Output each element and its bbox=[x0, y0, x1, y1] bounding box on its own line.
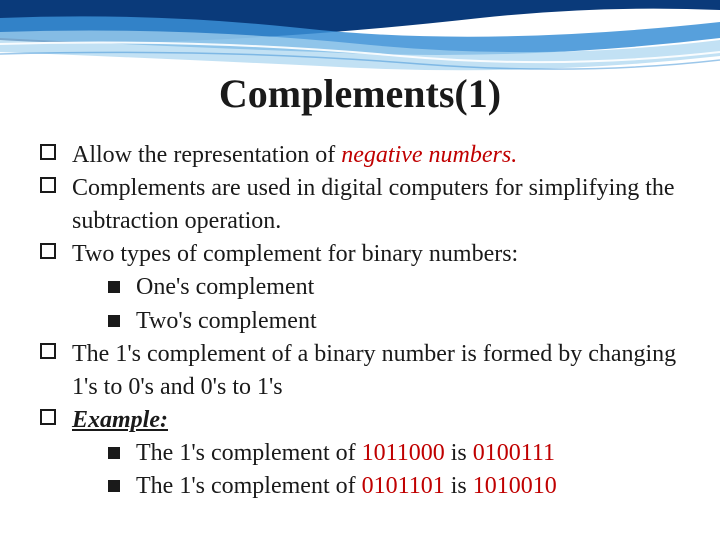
filled-square-bullet-icon bbox=[108, 281, 120, 293]
sub-bullet-item: One's complement bbox=[106, 271, 682, 304]
sub-bullet-text: The 1's complement of 0101101 is 1010010 bbox=[136, 473, 557, 499]
bullet-text: Example: bbox=[72, 407, 168, 433]
bullet-item: Complements are used in digital computer… bbox=[38, 172, 682, 238]
bullet-text: Two types of complement for binary numbe… bbox=[72, 241, 518, 267]
hollow-square-bullet-icon bbox=[40, 343, 56, 359]
sub-bullet-item: The 1's complement of 0101101 is 1010010 bbox=[106, 470, 682, 503]
bullet-item: Example: The 1's complement of 1011000 is… bbox=[38, 404, 682, 503]
bullet-text: The 1's complement of a binary number is… bbox=[72, 341, 676, 400]
slide-title-container: Complements(1) bbox=[38, 70, 682, 117]
sub-bullet-text: One's complement bbox=[136, 274, 314, 300]
filled-square-bullet-icon bbox=[108, 480, 120, 492]
bullet-item: Two types of complement for binary numbe… bbox=[38, 238, 682, 337]
sub-bullet-item: Two's complement bbox=[106, 305, 682, 338]
filled-square-bullet-icon bbox=[108, 447, 120, 459]
sub-bullet-list: One's complement Two's complement bbox=[72, 271, 682, 337]
sub-bullet-item: The 1's complement of 1011000 is 0100111 bbox=[106, 437, 682, 470]
bullet-text: Complements are used in digital computer… bbox=[72, 175, 675, 234]
slide-content: Complements(1) Allow the representation … bbox=[0, 0, 720, 503]
hollow-square-bullet-icon bbox=[40, 177, 56, 193]
hollow-square-bullet-icon bbox=[40, 243, 56, 259]
sub-bullet-text: The 1's complement of 1011000 is 0100111 bbox=[136, 440, 555, 466]
bullet-item: Allow the representation of negative num… bbox=[38, 139, 682, 172]
hollow-square-bullet-icon bbox=[40, 144, 56, 160]
bullet-list: Allow the representation of negative num… bbox=[38, 139, 682, 503]
bullet-item: The 1's complement of a binary number is… bbox=[38, 338, 682, 404]
sub-bullet-list: The 1's complement of 1011000 is 0100111… bbox=[72, 437, 682, 503]
bullet-text: Allow the representation of negative num… bbox=[72, 142, 517, 168]
filled-square-bullet-icon bbox=[108, 315, 120, 327]
slide-title: Complements(1) bbox=[219, 71, 501, 116]
hollow-square-bullet-icon bbox=[40, 409, 56, 425]
sub-bullet-text: Two's complement bbox=[136, 308, 317, 334]
